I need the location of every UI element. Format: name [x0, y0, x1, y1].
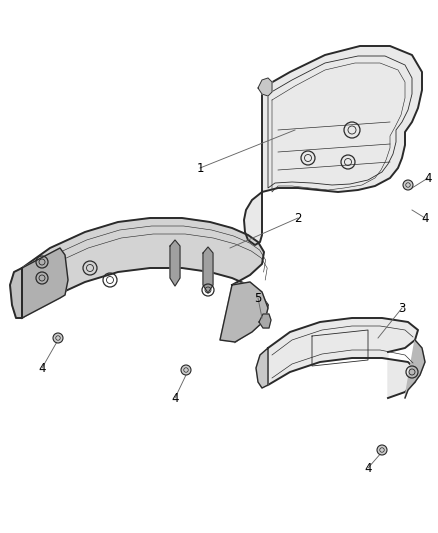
Text: 5: 5: [254, 292, 261, 304]
Polygon shape: [22, 248, 68, 318]
Circle shape: [181, 365, 191, 375]
Text: 1: 1: [196, 161, 204, 174]
Text: 4: 4: [421, 212, 429, 224]
Text: 3: 3: [398, 302, 406, 314]
Polygon shape: [259, 314, 271, 328]
Polygon shape: [170, 240, 180, 286]
Polygon shape: [220, 282, 268, 342]
Text: 4: 4: [171, 392, 179, 405]
Text: 4: 4: [424, 172, 432, 184]
Polygon shape: [405, 340, 425, 398]
Text: 2: 2: [294, 212, 302, 224]
Polygon shape: [203, 247, 213, 293]
Circle shape: [377, 445, 387, 455]
Polygon shape: [22, 218, 268, 342]
Polygon shape: [268, 318, 418, 398]
Circle shape: [403, 180, 413, 190]
Circle shape: [53, 333, 63, 343]
Polygon shape: [256, 348, 268, 388]
Text: 4: 4: [38, 361, 46, 375]
Polygon shape: [244, 46, 422, 245]
Polygon shape: [10, 268, 22, 318]
Text: 4: 4: [364, 462, 372, 474]
Polygon shape: [258, 78, 272, 96]
